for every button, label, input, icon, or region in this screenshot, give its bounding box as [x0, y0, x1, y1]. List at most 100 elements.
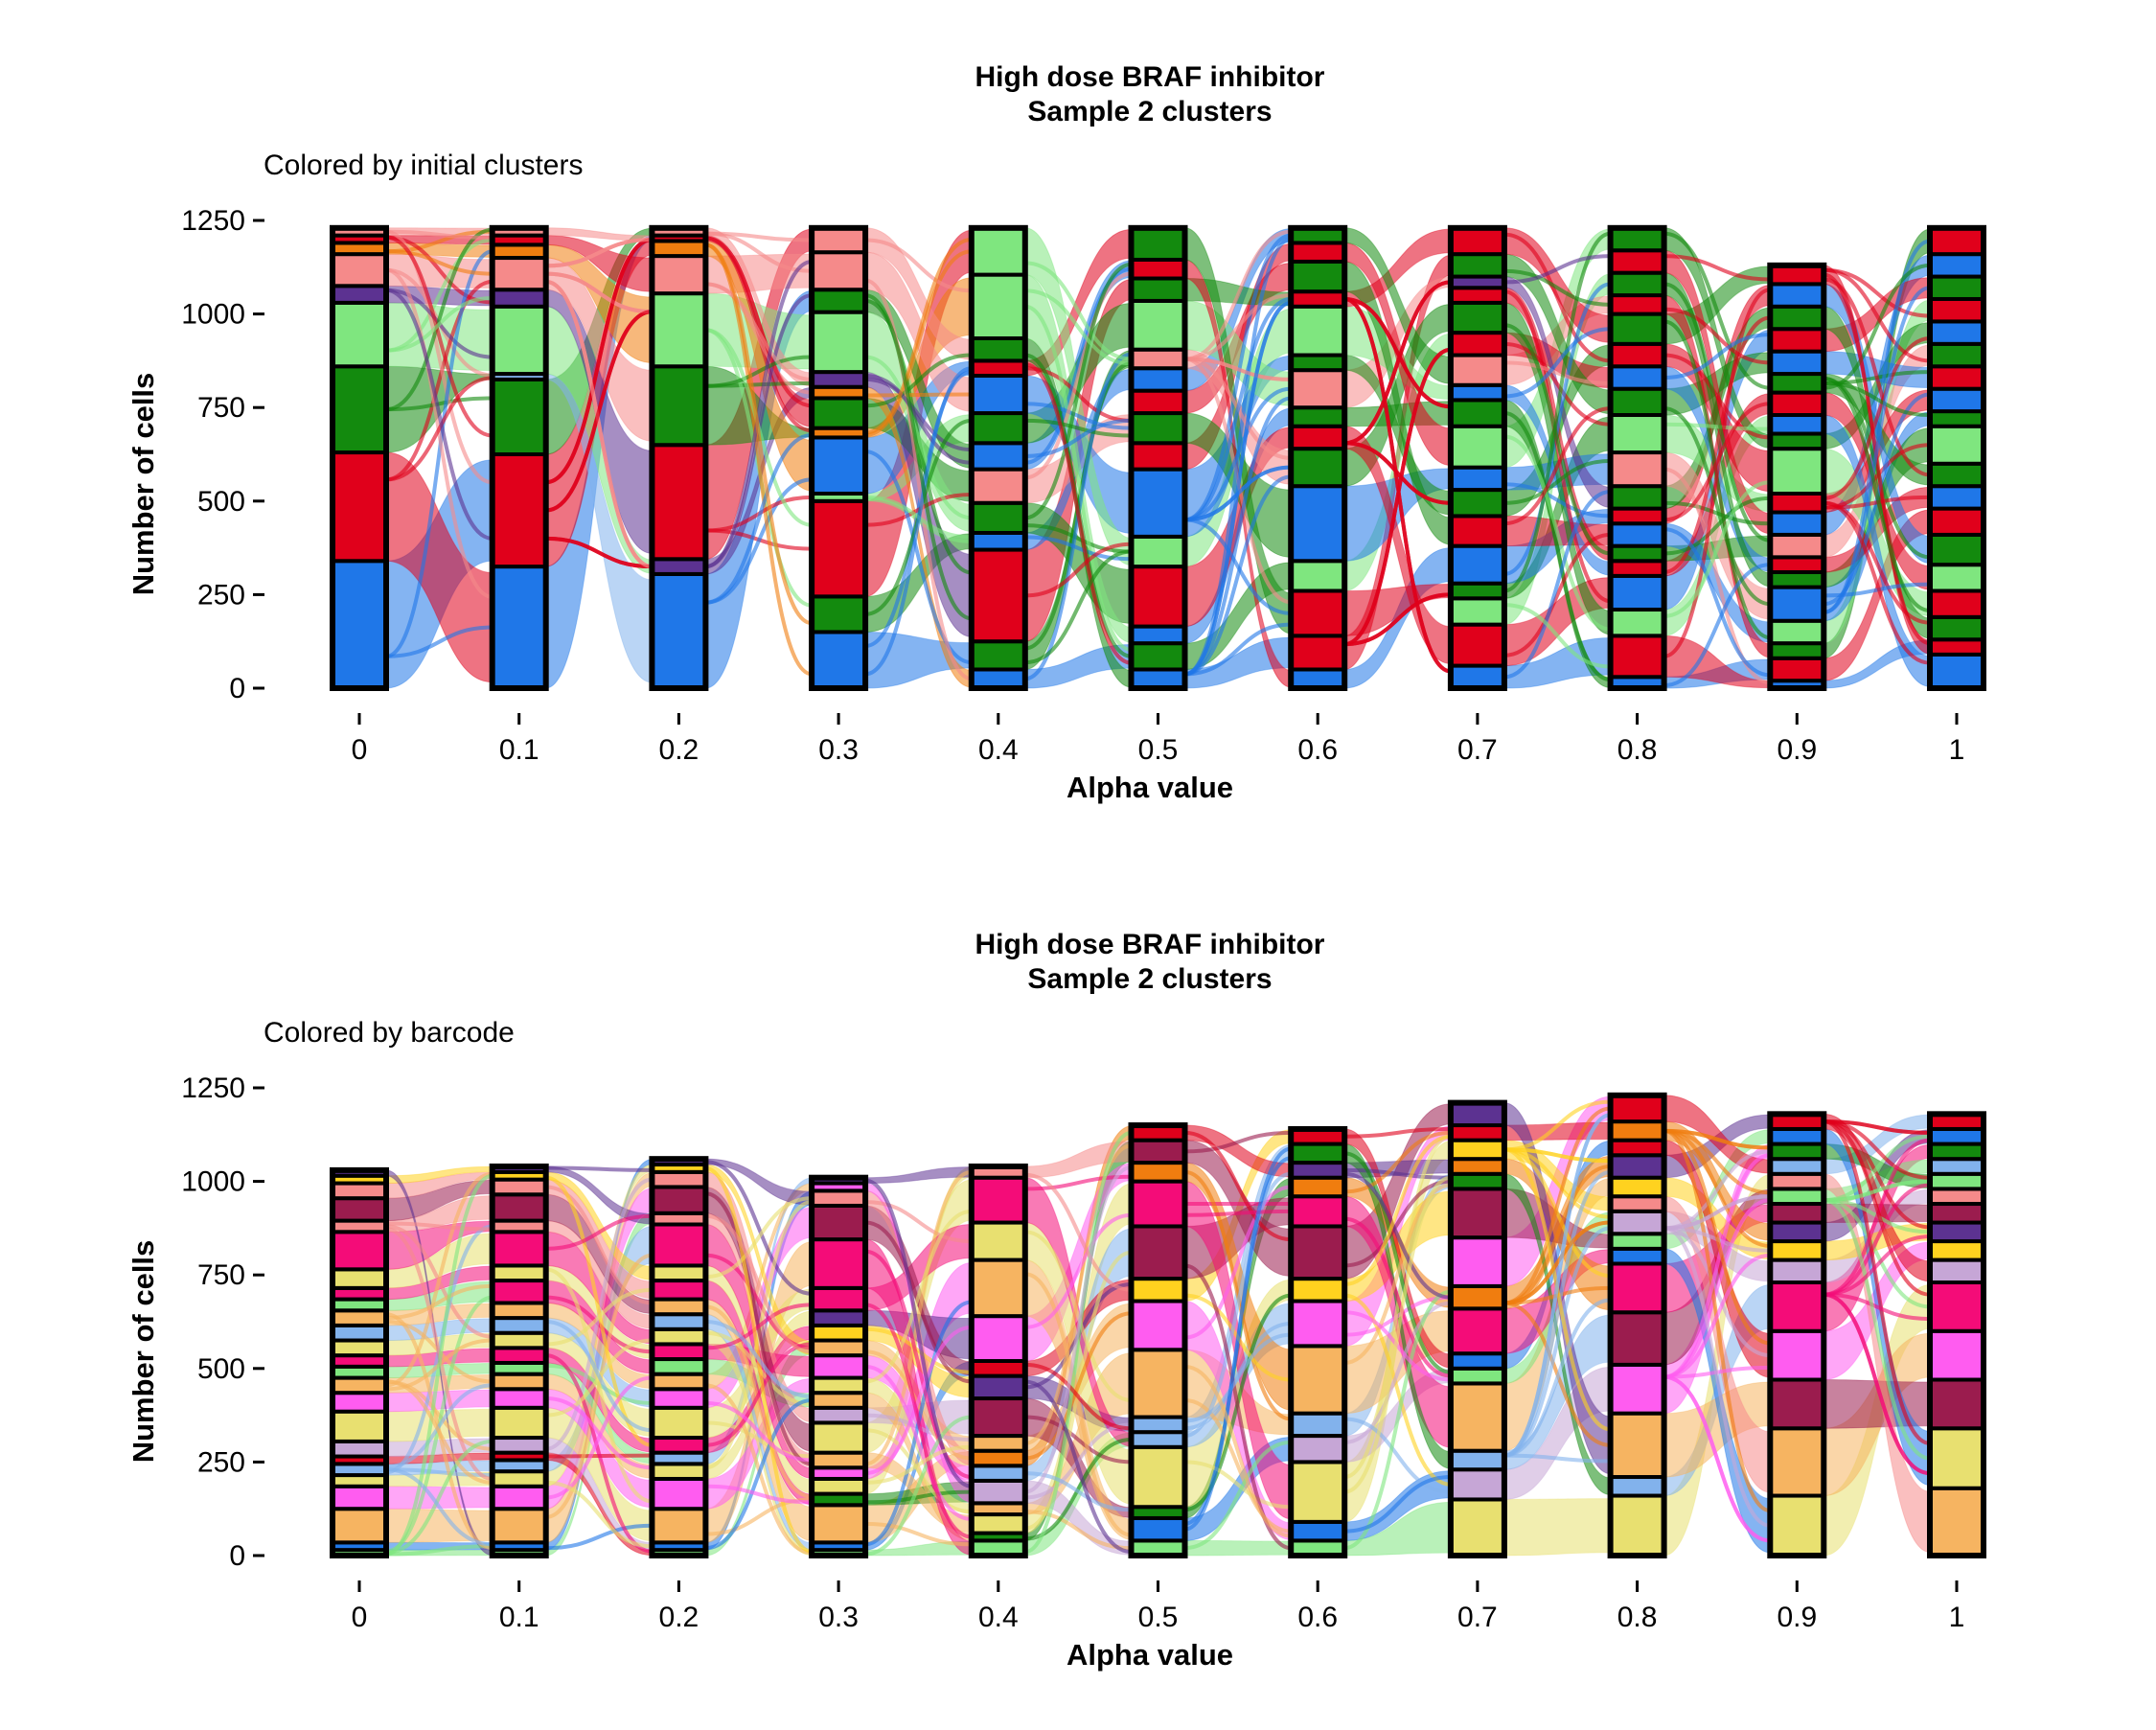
flow-thread [385, 235, 493, 438]
flow-thread [545, 238, 653, 268]
column-segment [810, 370, 868, 389]
column-segment [1448, 596, 1506, 627]
flow-thread [1663, 1226, 1771, 1528]
column-segment [490, 288, 548, 309]
column-segment [1448, 382, 1506, 403]
column-segment [1928, 652, 1985, 691]
column-segment [969, 1464, 1027, 1483]
column-segment [810, 1375, 868, 1396]
column-segment [650, 1279, 708, 1302]
column-segment [650, 1372, 708, 1392]
x-tick-label: 0.1 [499, 734, 539, 766]
column-segment [1129, 1179, 1187, 1229]
flow-thread [1344, 1475, 1451, 1534]
column-segment [331, 1323, 388, 1343]
x-tick-label: 0.3 [818, 1602, 859, 1633]
flow-thread [1663, 307, 1771, 365]
x-tick-label: 0.4 [978, 734, 1019, 766]
y-axis-label: Number of cells [126, 1240, 160, 1464]
column-outline [1607, 224, 1667, 691]
column-segment [1448, 543, 1506, 586]
column-segment [1129, 276, 1187, 303]
column-segment [1448, 1171, 1506, 1191]
flow-thread [1503, 1453, 1611, 1464]
column-segment [490, 565, 548, 690]
column-segment [1608, 450, 1666, 489]
column-segment [1768, 447, 1826, 496]
flow-thread [1184, 1364, 1292, 1538]
column-segment [1928, 461, 1985, 489]
flow-thread [1343, 1175, 1452, 1494]
column-segment [1289, 353, 1347, 373]
column-segment [1608, 1093, 1666, 1124]
flow-thread [1663, 563, 1771, 688]
flow-thread [865, 1428, 972, 1514]
column-outline [1767, 1111, 1827, 1558]
flow-thread [864, 450, 973, 665]
flow-thread [385, 229, 493, 241]
flow-thread [1663, 1153, 1771, 1379]
column-segment [650, 1222, 708, 1268]
column-segment [1768, 1377, 1826, 1431]
axis-layer: 0 250 500 750 1000 1250 0 0.1 0.2 0.3 0.4 0.5 0.6 0.7… [181, 205, 1964, 766]
column-segment [1768, 1280, 1826, 1333]
flow-thread [1663, 406, 1771, 607]
flow-thread [1503, 282, 1611, 576]
flow-thread [1503, 254, 1611, 285]
flow-thread [864, 238, 973, 435]
flow-thread [385, 296, 493, 353]
x-tick-label: 0.2 [659, 734, 700, 766]
x-axis-label: Alpha value [1067, 1638, 1233, 1672]
y-tick-label: 1000 [181, 1166, 245, 1198]
flow-thread [865, 374, 972, 465]
column-segment [490, 256, 548, 292]
flow-thread [1823, 1138, 1931, 1297]
column-segment [1608, 1362, 1666, 1416]
column-segment [1928, 296, 1985, 324]
column-segment [969, 639, 1027, 672]
column-segment [969, 467, 1027, 505]
flow-thread [1024, 1311, 1132, 1461]
column-segment [650, 1507, 708, 1545]
flow-thread [385, 1221, 493, 1232]
flow-thread [705, 1400, 813, 1463]
flow-thread [545, 1267, 653, 1504]
flow-thread [545, 310, 653, 513]
axis-layer: 0 250 500 750 1000 1250 0 0.1 0.2 0.3 0.4 0.5 0.6 0.7… [181, 1073, 1964, 1633]
flow-thread [1503, 1113, 1612, 1458]
flow-thread [1024, 1172, 1132, 1292]
column-segment [969, 335, 1027, 363]
y-axis-label: Number of cells [126, 373, 160, 596]
column-segment [1608, 1411, 1666, 1480]
column-segment [1928, 484, 1985, 511]
flow-thread [1184, 293, 1292, 361]
column-segment [1448, 398, 1506, 428]
flow-thread [1024, 288, 1132, 366]
column-segment [331, 300, 388, 369]
flow-thread [705, 1213, 813, 1354]
column-segment [1289, 304, 1347, 358]
column-segment [1768, 390, 1826, 418]
column-segment [1608, 1493, 1666, 1558]
flow-thread [1024, 1165, 1132, 1494]
column-segment [1129, 388, 1187, 416]
column-segment [810, 1323, 868, 1343]
column-segment [331, 1196, 388, 1223]
flow-thread [705, 1303, 813, 1350]
flow-thread [1823, 1198, 1931, 1461]
flow-thread [1024, 1272, 1132, 1537]
column-segment [1448, 1138, 1506, 1162]
flow-thread [1663, 1253, 1771, 1379]
flow-thread [1663, 288, 1771, 658]
column-segment [1448, 663, 1506, 690]
flow-thread [385, 238, 493, 353]
flow-thread [1663, 282, 1771, 542]
column-segment [1928, 1280, 1985, 1333]
flow-thread [865, 1489, 972, 1505]
x-tick-label: 0 [352, 734, 368, 766]
column-segment [1608, 521, 1666, 548]
column-segment [1289, 1161, 1347, 1180]
column-segment [810, 250, 868, 292]
column-segment [969, 358, 1027, 379]
column-segment [1608, 1119, 1666, 1142]
